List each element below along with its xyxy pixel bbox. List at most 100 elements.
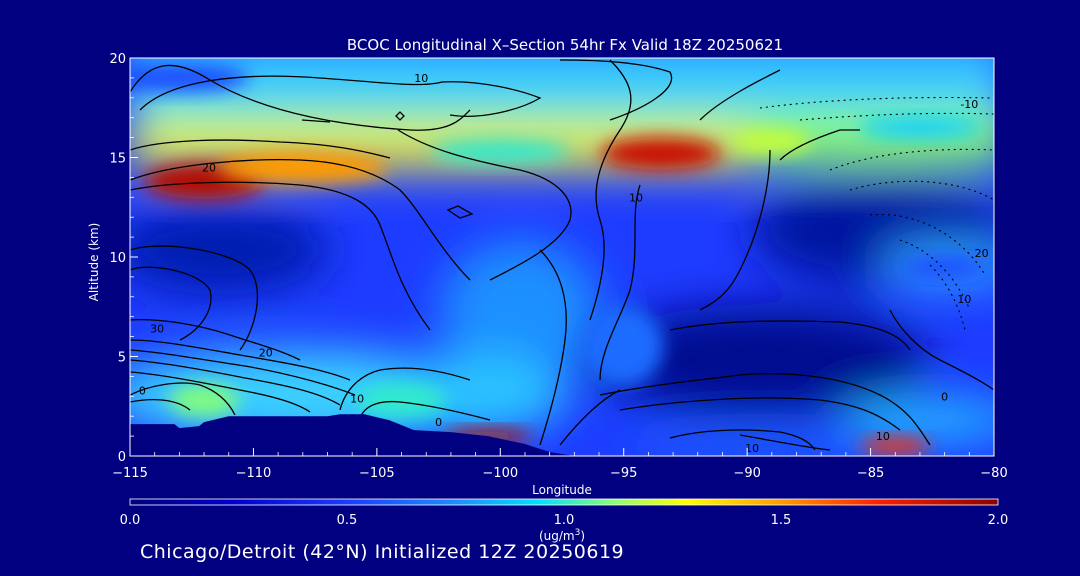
contour-line — [446, 205, 474, 219]
x-tick-label: −115 — [112, 466, 148, 481]
contour-line — [759, 96, 994, 109]
contour-line — [739, 434, 831, 451]
bc-feature — [169, 384, 240, 417]
contour-line — [130, 245, 258, 351]
bc-feature — [583, 306, 664, 387]
contour-line — [669, 429, 816, 451]
contour-label: 10 — [629, 191, 643, 204]
bc-feature — [356, 382, 447, 419]
y-tick-label: 5 — [118, 351, 126, 366]
contour-label: 10 — [876, 430, 890, 443]
contour-label: -10 — [960, 98, 978, 111]
contour-line — [130, 139, 391, 159]
contour-line — [130, 398, 191, 411]
x-tick-label: −90 — [733, 466, 760, 481]
bc-feature — [904, 256, 985, 277]
colorbar: 0.0 0.5 1.0 1.5 2.0 (ug/m3) — [120, 498, 1009, 543]
contour-line — [829, 148, 994, 171]
contour-label: 0 — [139, 384, 146, 397]
colorbar-tick-label: 1.5 — [771, 513, 792, 528]
colorbar-ramp — [130, 499, 998, 505]
contour-line — [559, 389, 621, 446]
contour-line — [849, 180, 994, 201]
contour-line — [301, 119, 331, 123]
bottom-blue-strip — [620, 433, 900, 456]
contour-line — [130, 159, 471, 281]
x-tick-label: −85 — [857, 466, 884, 481]
bc-feature — [600, 137, 721, 170]
contour-line — [589, 59, 632, 321]
contour-label: 20 — [259, 347, 273, 360]
contour-line — [130, 266, 212, 341]
contour-line — [130, 319, 301, 361]
contour-label: 20 — [975, 247, 989, 260]
contour-line — [699, 149, 771, 311]
colorbar-unit-superscript: 3 — [575, 528, 581, 538]
colorbar-unit-close: ) — [580, 529, 585, 543]
contour-line — [139, 75, 443, 111]
contour-line — [130, 181, 431, 331]
mid-cyan-bulge — [440, 240, 600, 380]
contour-line — [130, 349, 356, 396]
contour-label: 20 — [202, 161, 216, 174]
colorbar-tick-label: 2.0 — [988, 513, 1009, 528]
contour-line — [130, 371, 311, 413]
contour-line — [699, 69, 781, 121]
x-tick-label: −100 — [482, 466, 518, 481]
bc-feature — [731, 129, 812, 154]
contour-line — [559, 59, 673, 121]
y-tick-label: 10 — [109, 251, 126, 266]
y-tick-label: 15 — [109, 152, 126, 167]
contour-line — [599, 184, 641, 381]
contour-line — [395, 111, 405, 121]
x-tick-label: −110 — [236, 466, 272, 481]
contour-labels: 10 20 10 -10 20 10 30 20 0 10 0 10 10 0 — [139, 72, 989, 455]
contour-line — [539, 249, 567, 446]
contour-line — [599, 373, 931, 446]
contour-line — [130, 64, 471, 131]
x-tick-label: −105 — [359, 466, 395, 481]
x-axis-label: Longitude — [532, 483, 592, 497]
contour-label: 10 — [414, 72, 428, 85]
colorbar-unit-open: (ug/m — [539, 529, 575, 543]
x-tick-label: −80 — [980, 466, 1007, 481]
contour-line — [899, 239, 971, 311]
colorbar-frame — [129, 498, 999, 506]
y-axis: 0 5 10 15 20 — [109, 52, 138, 465]
contour-line — [130, 382, 236, 416]
contour-line — [359, 400, 491, 421]
initialization-caption: Chicago/Detroit (42°N) Initialized 12Z 2… — [140, 541, 625, 563]
colorbar-tick-label: 0.5 — [337, 513, 358, 528]
y-axis-label: Altitude (km) — [87, 223, 101, 302]
mid-left-dark-region — [130, 205, 330, 295]
colorbar-tick-label: 0.0 — [120, 513, 141, 528]
x-axis: −115 −110 −105 −100 −95 −90 −85 −80 — [112, 448, 1008, 481]
bc-feature — [430, 139, 571, 164]
contour-line — [397, 129, 572, 281]
contour-line — [130, 359, 341, 406]
contour-line — [619, 397, 901, 431]
colorbar-unit-label: (ug/m3) — [539, 528, 585, 543]
contour-line — [889, 309, 994, 391]
lower-right-cyan — [840, 398, 994, 442]
x-tick-label: −95 — [610, 466, 637, 481]
contour-line — [339, 367, 471, 411]
contour-label: 10 — [957, 293, 971, 306]
plot-area: 10 20 10 -10 20 10 30 20 0 10 0 10 10 0 — [129, 57, 995, 457]
middle-right-dark-region — [590, 305, 930, 415]
y-tick-label: 0 — [118, 450, 126, 465]
bc-feature — [859, 117, 980, 138]
bc-feature — [860, 438, 931, 455]
negative-contours — [759, 96, 994, 331]
bc-feature — [217, 151, 388, 184]
contour-label: 30 — [150, 323, 164, 336]
contour-line — [779, 129, 860, 161]
y-tick-label: 20 — [109, 52, 126, 67]
contour-label: 10 — [745, 442, 759, 455]
contour-label: 10 — [350, 392, 364, 405]
contour-line — [130, 339, 351, 381]
colorbar-ticks: 0.0 0.5 1.0 1.5 2.0 — [120, 513, 1009, 528]
colorbar-tick-label: 1.0 — [554, 513, 575, 528]
contour-line — [441, 81, 542, 117]
terrain-mask — [130, 414, 994, 456]
